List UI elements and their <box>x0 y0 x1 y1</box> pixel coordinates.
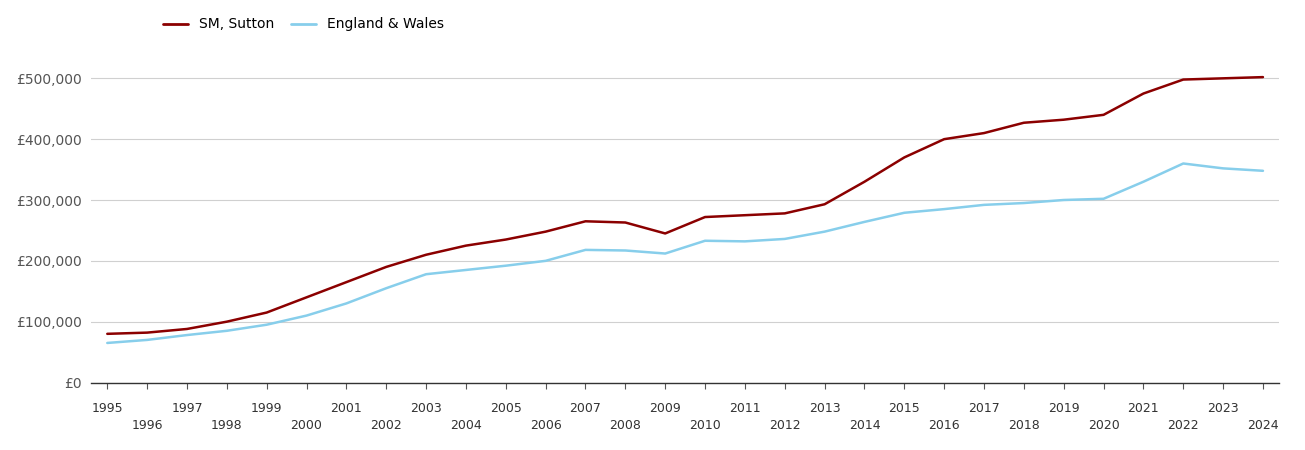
England & Wales <box>1215 166 1231 171</box>
Text: 2007: 2007 <box>569 402 602 415</box>
Text: 2022: 2022 <box>1168 418 1199 432</box>
Text: 2024: 2024 <box>1248 418 1279 432</box>
SM, Sutton <box>1056 117 1071 122</box>
Text: 2013: 2013 <box>809 402 840 415</box>
England & Wales <box>99 340 115 346</box>
England & Wales <box>737 238 753 244</box>
SM, Sutton <box>1135 91 1151 96</box>
Text: 2006: 2006 <box>530 418 561 432</box>
England & Wales <box>617 248 633 253</box>
SM, Sutton <box>658 231 673 236</box>
SM, Sutton <box>936 136 951 142</box>
SM, Sutton <box>299 295 315 300</box>
England & Wales <box>458 267 474 273</box>
Line: SM, Sutton: SM, Sutton <box>107 77 1263 334</box>
England & Wales <box>499 263 514 268</box>
England & Wales <box>697 238 713 243</box>
SM, Sutton <box>99 331 115 337</box>
Line: England & Wales: England & Wales <box>107 163 1263 343</box>
SM, Sutton <box>538 229 553 234</box>
Text: 2014: 2014 <box>848 418 881 432</box>
England & Wales <box>338 301 354 306</box>
Text: 2017: 2017 <box>968 402 1000 415</box>
SM, Sutton <box>1255 74 1271 80</box>
England & Wales <box>976 202 992 207</box>
Text: 2015: 2015 <box>889 402 920 415</box>
Text: 2009: 2009 <box>650 402 681 415</box>
SM, Sutton <box>338 279 354 285</box>
SM, Sutton <box>856 179 872 184</box>
SM, Sutton <box>419 252 435 257</box>
SM, Sutton <box>737 212 753 218</box>
England & Wales <box>179 333 194 338</box>
England & Wales <box>140 337 155 342</box>
Text: 1997: 1997 <box>171 402 202 415</box>
England & Wales <box>578 247 594 252</box>
SM, Sutton <box>578 219 594 224</box>
Legend: SM, Sutton, England & Wales: SM, Sutton, England & Wales <box>158 12 450 37</box>
England & Wales <box>936 207 951 212</box>
Text: 2004: 2004 <box>450 418 482 432</box>
Text: 1995: 1995 <box>91 402 123 415</box>
England & Wales <box>1017 200 1032 206</box>
SM, Sutton <box>976 130 992 136</box>
SM, Sutton <box>378 264 394 270</box>
SM, Sutton <box>179 326 194 332</box>
England & Wales <box>378 285 394 291</box>
England & Wales <box>1096 196 1112 202</box>
Text: 2019: 2019 <box>1048 402 1079 415</box>
SM, Sutton <box>697 214 713 220</box>
England & Wales <box>776 236 792 242</box>
England & Wales <box>258 322 274 328</box>
England & Wales <box>219 328 235 333</box>
Text: 2020: 2020 <box>1087 418 1120 432</box>
Text: 2011: 2011 <box>729 402 761 415</box>
Text: 2012: 2012 <box>769 418 800 432</box>
England & Wales <box>299 313 315 318</box>
SM, Sutton <box>499 237 514 242</box>
Text: 2000: 2000 <box>291 418 322 432</box>
SM, Sutton <box>817 202 833 207</box>
Text: 2021: 2021 <box>1128 402 1159 415</box>
England & Wales <box>1176 161 1191 166</box>
England & Wales <box>538 258 553 264</box>
Text: 1998: 1998 <box>211 418 243 432</box>
England & Wales <box>419 271 435 277</box>
Text: 2001: 2001 <box>330 402 363 415</box>
England & Wales <box>856 219 872 225</box>
England & Wales <box>1135 179 1151 184</box>
England & Wales <box>658 251 673 256</box>
SM, Sutton <box>617 220 633 225</box>
Text: 2018: 2018 <box>1007 418 1040 432</box>
Text: 2016: 2016 <box>928 418 960 432</box>
Text: 1996: 1996 <box>132 418 163 432</box>
SM, Sutton <box>1017 120 1032 126</box>
Text: 1999: 1999 <box>251 402 282 415</box>
England & Wales <box>1255 168 1271 174</box>
SM, Sutton <box>897 155 912 160</box>
SM, Sutton <box>1096 112 1112 117</box>
Text: 2002: 2002 <box>371 418 402 432</box>
SM, Sutton <box>258 310 274 315</box>
Text: 2023: 2023 <box>1207 402 1238 415</box>
SM, Sutton <box>776 211 792 216</box>
SM, Sutton <box>1215 76 1231 81</box>
SM, Sutton <box>1176 77 1191 82</box>
SM, Sutton <box>219 319 235 324</box>
SM, Sutton <box>458 243 474 248</box>
Text: 2003: 2003 <box>410 402 442 415</box>
Text: 2005: 2005 <box>489 402 522 415</box>
Text: 2008: 2008 <box>609 418 641 432</box>
England & Wales <box>817 229 833 234</box>
England & Wales <box>1056 197 1071 202</box>
England & Wales <box>897 210 912 216</box>
Text: 2010: 2010 <box>689 418 720 432</box>
SM, Sutton <box>140 330 155 335</box>
